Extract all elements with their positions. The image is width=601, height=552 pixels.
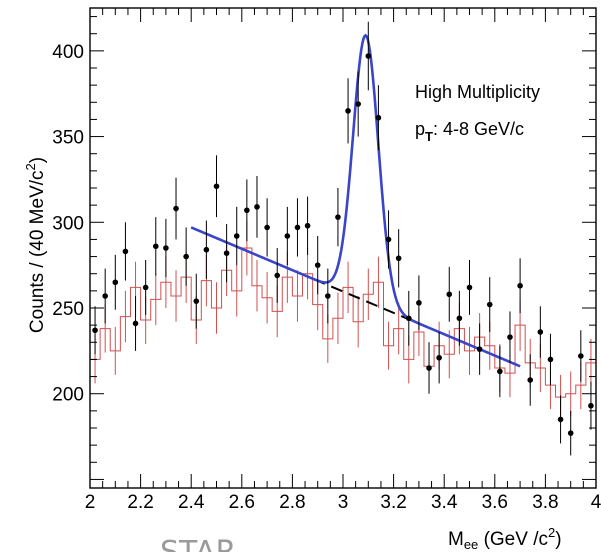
data-point [567,430,574,436]
x-tick-label: 3.6 [482,492,508,513]
data-point [355,101,361,107]
data-point [274,272,281,279]
y-axis-title: Counts / (40 MeV/c2) [23,157,48,333]
data-point [497,368,503,375]
data-point [233,233,240,239]
x-tick-label: 3 [338,492,349,513]
star-watermark: STAR [160,535,236,552]
y-tick-label: 400 [52,42,84,63]
data-points [92,21,594,456]
data-point [132,320,139,327]
data-point [345,108,351,114]
x-tick-label: 3.8 [532,492,558,513]
y-axis: 200 250 300 350 400 [52,16,596,480]
y-tick-label: 200 [52,385,84,406]
data-point [476,346,483,352]
data-point [507,334,513,340]
data-point [314,262,321,268]
data-point [122,248,129,255]
data-point [183,253,189,260]
data-point [527,377,534,383]
data-point [142,284,149,291]
y-tick-label: 350 [52,128,84,149]
data-point [426,365,432,371]
data-point [375,114,382,121]
data-point [365,53,372,59]
data-point [578,353,584,359]
data-point [254,204,260,210]
y-tick-label: 300 [52,213,84,234]
data-point [102,293,108,299]
x-tick-label: 2 [85,492,96,513]
x-tick-label: 2.2 [127,492,153,513]
data-point [436,354,442,361]
data-point [588,402,594,409]
data-point [335,214,341,220]
x-tick-label: 2.8 [279,492,305,513]
data-point [223,250,230,256]
y-tick-label: 250 [52,299,84,320]
x-tick-label: 3.2 [380,492,406,513]
data-point [284,233,291,239]
data-point [244,207,250,214]
x-axis-title: Mee (GeV /c2) [448,525,562,552]
data-point [163,245,169,251]
data-point [466,284,473,291]
data-point [294,224,301,231]
data-point [416,300,422,306]
data-point [203,246,210,253]
x-tick-label: 4 [591,492,601,513]
data-point [173,205,179,212]
data-point [557,416,564,423]
data-point [446,291,453,298]
x-tick-label: 2.4 [178,492,205,513]
data-point [517,282,523,289]
annotation-multiplicity: High Multiplicity [415,82,540,102]
data-point [537,329,544,335]
data-point [152,243,159,250]
data-point [193,298,200,304]
annotation-pt: pT: 4-8 GeV/c [415,119,524,144]
data-point [547,356,554,363]
data-point [385,236,392,243]
data-point [264,224,270,231]
x-tick-label: 3.4 [431,492,458,513]
data-point [486,301,493,308]
data-point [405,315,412,322]
data-point [456,315,463,322]
data-point [395,255,402,262]
data-point [92,327,98,334]
data-point [112,279,119,286]
data-point [325,293,331,299]
data-point [213,183,220,190]
x-tick-label: 2.6 [229,492,255,513]
x-axis: 2 2.2 2.4 2.6 2.8 3 3.2 3.4 3.6 3.8 4 [85,8,601,513]
data-point [304,222,311,229]
